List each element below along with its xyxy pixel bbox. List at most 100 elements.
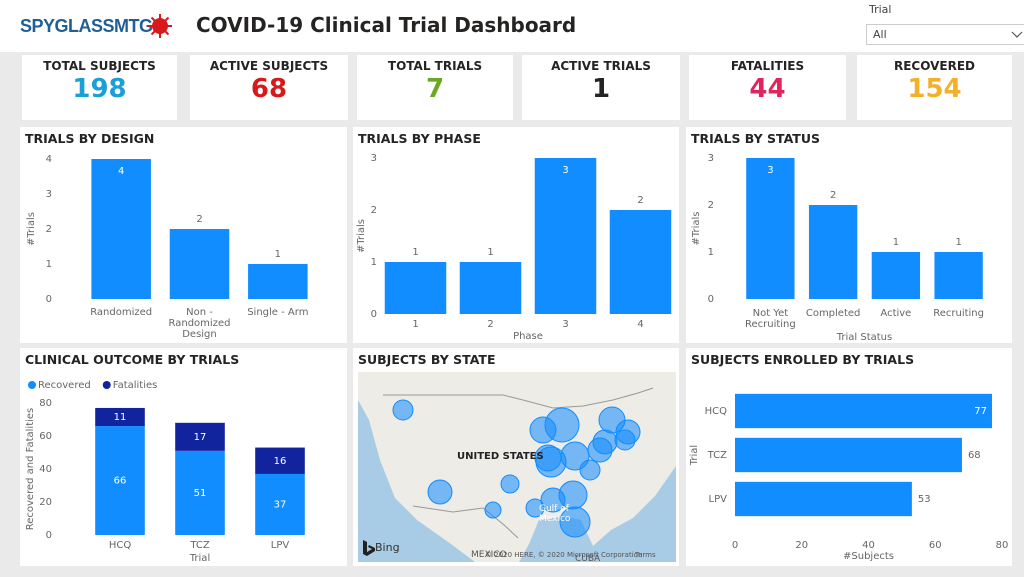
data-label: 53 bbox=[918, 494, 931, 505]
slicer-value: All bbox=[873, 28, 887, 41]
x-tick-label: 4 bbox=[637, 319, 644, 330]
x-tick-label: 1 bbox=[412, 319, 419, 330]
y-axis-title: Recovered and Fatalities bbox=[25, 408, 36, 531]
slicer-dropdown[interactable]: All bbox=[866, 24, 1024, 45]
data-label: 16 bbox=[274, 456, 287, 467]
kpi-card: ACTIVE SUBJECTS 68 bbox=[190, 55, 348, 120]
y-tick-label: 80 bbox=[39, 398, 52, 409]
kpi-label: ACTIVE TRIALS bbox=[551, 59, 651, 73]
x-tick-label: 3 bbox=[562, 319, 569, 330]
kpi-value: 68 bbox=[250, 74, 288, 104]
y-tick-label: 2 bbox=[708, 200, 714, 211]
chart-title: TRIALS BY PHASE bbox=[358, 131, 481, 146]
data-label: 11 bbox=[114, 412, 127, 423]
chart-title: CLINICAL OUTCOME BY TRIALS bbox=[25, 352, 240, 367]
kpi-label: RECOVERED bbox=[893, 59, 975, 73]
bar bbox=[746, 158, 795, 299]
chevron bbox=[1011, 31, 1023, 38]
data-label: 1 bbox=[955, 237, 961, 248]
chart-svg bbox=[358, 372, 676, 562]
data-label: 17 bbox=[194, 432, 207, 443]
bar bbox=[871, 252, 921, 299]
y-tick-label: 2 bbox=[46, 224, 52, 235]
chart-panel: 0 20 40 60 80 Recovered and Fatalities Recover… bbox=[20, 348, 347, 566]
kpi-label: TOTAL SUBJECTS bbox=[43, 59, 156, 73]
bubble bbox=[392, 399, 414, 421]
y-tick-label: 1 bbox=[708, 247, 714, 258]
bubble bbox=[579, 459, 601, 481]
x-tick-label: Non - Randomized Design bbox=[168, 307, 231, 340]
y-axis-title: #Trials bbox=[691, 211, 702, 245]
x-axis-title: #Subjects bbox=[843, 551, 894, 562]
map-border bbox=[383, 387, 654, 409]
kpi-value: 198 bbox=[72, 74, 127, 104]
bar bbox=[534, 158, 597, 314]
bar bbox=[735, 481, 912, 517]
bubble bbox=[592, 429, 618, 455]
x-tick-label: Randomized bbox=[90, 307, 153, 318]
y-tick-label: 60 bbox=[39, 431, 52, 442]
data-label: 2 bbox=[637, 195, 643, 206]
chart-panel: 0 1 2 3 #Trials 1 1 3 2 TRIALS BY PHASE 1 2 3 4 Phase bbox=[353, 127, 679, 343]
y-tick-label: 1 bbox=[46, 259, 52, 270]
bar bbox=[91, 159, 151, 299]
map-label: CUBA bbox=[575, 554, 601, 564]
kpi-value: 1 bbox=[591, 74, 611, 104]
y-tick-label: 0 bbox=[46, 530, 52, 541]
bar bbox=[808, 205, 858, 299]
x-tick-label: Recruiting bbox=[933, 308, 984, 319]
bubble bbox=[500, 474, 520, 494]
x-tick-label: 0 bbox=[732, 540, 738, 551]
bubble bbox=[427, 479, 453, 505]
chart-title: TRIALS BY DESIGN bbox=[25, 131, 155, 146]
y-tick-label: 40 bbox=[39, 464, 52, 475]
y-tick-label: 2 bbox=[371, 205, 377, 216]
y-axis-title: #Trials bbox=[26, 212, 37, 246]
chart-svg: 0 1 2 3 4 #Trials 4 2 1 bbox=[26, 154, 308, 305]
y-tick-label: 3 bbox=[46, 189, 52, 200]
bing-icon bbox=[363, 540, 375, 556]
data-label: 66 bbox=[114, 476, 127, 487]
x-tick-label: 2 bbox=[487, 319, 494, 330]
bar bbox=[169, 229, 230, 299]
legend-marker bbox=[102, 381, 111, 389]
y-tick-label: 4 bbox=[46, 154, 52, 165]
bar-segment bbox=[175, 422, 225, 451]
y-tick-label: 0 bbox=[371, 309, 377, 320]
x-tick-label: Completed bbox=[805, 308, 861, 319]
kpi-card: FATALITIES 44 bbox=[689, 55, 846, 120]
chart-panel: 0 1 2 3 #Trials 3 2 1 1 TRIALS BY STATUS Not Yet R… bbox=[686, 127, 1012, 343]
chart-panel: 0 1 2 3 4 #Trials 4 2 1 TRIALS BY DESIGN Randomize… bbox=[20, 127, 347, 343]
y-tick-label: 1 bbox=[371, 257, 377, 268]
data-label: 1 bbox=[893, 237, 899, 248]
kpi-value: 44 bbox=[749, 74, 786, 104]
map-attribution: © 2020 HERE, © 2020 Microsoft Corporatio… bbox=[485, 551, 643, 559]
bar-segment bbox=[255, 447, 305, 474]
map-label: UNITED STATES bbox=[457, 451, 544, 462]
data-label: 1 bbox=[412, 247, 418, 258]
bar bbox=[735, 393, 992, 429]
x-tick-label: 60 bbox=[929, 540, 942, 551]
chart-title: SUBJECTS BY STATE bbox=[358, 352, 496, 367]
bubble bbox=[560, 441, 590, 471]
kpi-card: ACTIVE TRIALS 1 bbox=[522, 55, 680, 120]
bar-segment bbox=[175, 450, 225, 535]
bar bbox=[934, 252, 983, 299]
data-label: 2 bbox=[830, 190, 836, 201]
y-tick-label: 0 bbox=[708, 294, 714, 305]
x-axis-title: Trial Status bbox=[836, 332, 893, 343]
y-tick-label: TCZ bbox=[707, 450, 728, 461]
logo: SPYGLASSMTG bbox=[20, 16, 153, 36]
kpi-label: ACTIVE SUBJECTS bbox=[209, 59, 329, 73]
y-tick-label: 3 bbox=[371, 153, 377, 164]
x-tick-label: TCZ bbox=[190, 540, 210, 551]
y-axis-title: Trial bbox=[689, 445, 700, 466]
x-tick-label: 80 bbox=[996, 540, 1009, 551]
x-tick-label: 40 bbox=[862, 540, 875, 551]
legend-label: Recovered bbox=[38, 380, 91, 391]
y-axis-title: #Trials bbox=[356, 219, 367, 253]
chart-svg: 0 20 40 60 80 #Subjects Trial HCQ 77 TCZ 68 LPV 53 bbox=[689, 393, 1009, 562]
x-axis-title: Phase bbox=[513, 331, 543, 342]
kpi-label: TOTAL TRIALS bbox=[387, 59, 483, 73]
